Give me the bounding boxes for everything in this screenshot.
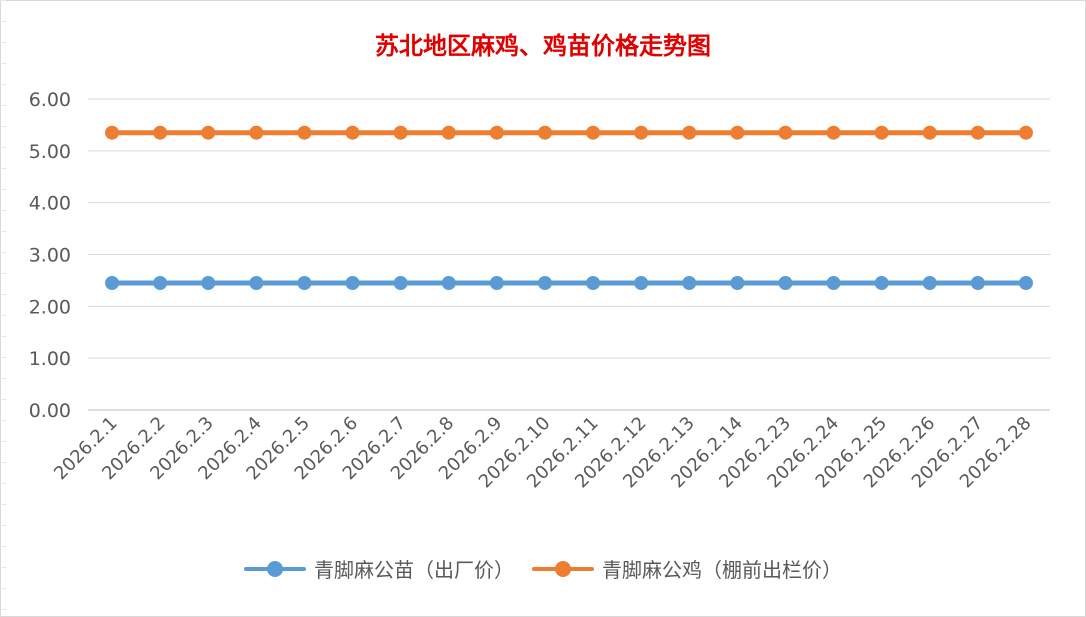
data-point <box>634 276 649 291</box>
y-tick-label: 1.00 <box>29 348 71 370</box>
data-point <box>345 276 360 291</box>
data-point <box>1018 276 1033 291</box>
legend-label: 青脚麻公鸡（棚前出栏价） <box>602 558 842 582</box>
data-point <box>826 125 841 140</box>
legend: 青脚麻公苗（出厂价） 青脚麻公鸡（棚前出栏价） <box>0 554 1086 583</box>
data-point <box>874 276 889 291</box>
y-tick-label: 0.00 <box>29 400 71 422</box>
legend-item-series-1[interactable]: 青脚麻公苗（出厂价） <box>244 554 514 583</box>
data-point <box>105 276 120 291</box>
sheet-gridlines <box>0 0 6 617</box>
data-point <box>249 125 264 140</box>
data-point <box>826 276 841 291</box>
data-point <box>970 276 985 291</box>
data-point <box>441 276 456 291</box>
data-point <box>153 276 168 291</box>
data-point <box>249 276 264 291</box>
data-point <box>489 276 504 291</box>
data-point <box>537 125 552 140</box>
data-point <box>297 125 312 140</box>
y-tick-label: 3.00 <box>29 245 71 267</box>
data-point <box>778 125 793 140</box>
data-point <box>970 125 985 140</box>
data-point <box>730 125 745 140</box>
data-point <box>730 276 745 291</box>
data-point <box>105 125 120 140</box>
data-point <box>537 276 552 291</box>
series-layer <box>105 125 1033 291</box>
gridlines <box>88 98 1050 411</box>
y-axis-ticks: 0.00 1.00 2.00 3.00 4.00 5.00 6.00 <box>29 89 71 422</box>
data-point <box>922 125 937 140</box>
legend-label: 青脚麻公苗（出厂价） <box>314 558 514 582</box>
data-point <box>441 125 456 140</box>
y-tick-label: 5.00 <box>29 141 71 163</box>
data-point <box>1018 125 1033 140</box>
data-point <box>682 125 697 140</box>
data-point <box>345 125 360 140</box>
data-point <box>201 276 216 291</box>
legend-swatch-icon <box>244 560 306 578</box>
data-point <box>778 276 793 291</box>
data-point <box>393 276 408 291</box>
data-point <box>682 276 697 291</box>
data-point <box>201 125 216 140</box>
data-point <box>586 125 601 140</box>
y-tick-label: 4.00 <box>29 193 71 215</box>
data-point <box>922 276 937 291</box>
legend-item-series-2[interactable]: 青脚麻公鸡（棚前出栏价） <box>532 554 842 583</box>
data-point <box>297 276 312 291</box>
x-axis-ticks: 2026.2.12026.2.22026.2.32026.2.42026.2.5… <box>50 413 1035 493</box>
data-point <box>874 125 889 140</box>
data-point <box>634 125 649 140</box>
data-point <box>393 125 408 140</box>
legend-swatch-icon <box>532 560 594 578</box>
data-point <box>586 276 601 291</box>
y-tick-label: 6.00 <box>29 89 71 111</box>
data-point <box>153 125 168 140</box>
data-point <box>489 125 504 140</box>
chart-title: 苏北地区麻鸡、鸡苗价格走势图 <box>375 31 711 60</box>
y-tick-label: 2.00 <box>29 296 71 318</box>
